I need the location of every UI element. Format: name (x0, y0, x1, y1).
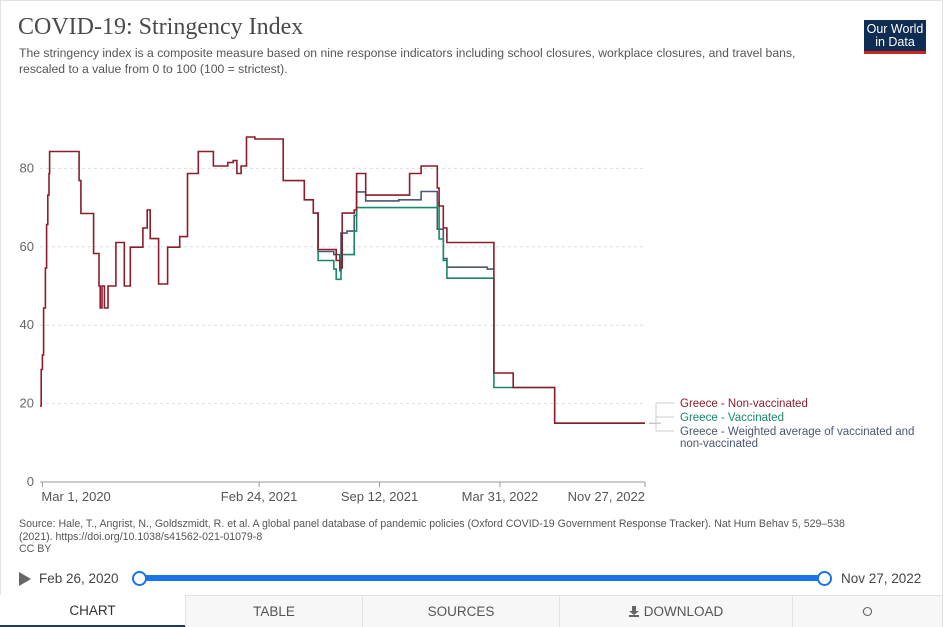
x-tick-label: Mar 1, 2020 (41, 489, 110, 504)
tab-download[interactable]: DOWNLOAD (559, 595, 792, 627)
tab-share[interactable]: ⭘ (792, 595, 943, 627)
y-tick-label: 80 (20, 160, 34, 175)
timeline-track[interactable] (139, 575, 825, 581)
y-tick-label: 60 (20, 239, 34, 254)
tab-download-label: DOWNLOAD (643, 604, 724, 619)
logo-line-1: Our World (866, 22, 924, 36)
tab-table-label: TABLE (253, 604, 295, 619)
chart-title: COVID-19: Stringency Index (18, 14, 304, 40)
timeline-start-handle[interactable] (132, 571, 147, 586)
series-line-0 (317, 190, 494, 272)
owid-logo[interactable]: Our World in Data (864, 20, 926, 54)
source-note: Source: Hale, T., Angrist, N., Goldszmid… (19, 518, 899, 556)
download-icon (628, 606, 639, 617)
y-tick-label: 40 (20, 317, 34, 332)
tab-table[interactable]: TABLE (185, 595, 362, 627)
x-tick-label: Nov 27, 2022 (568, 489, 645, 504)
logo-line-2: in Data (875, 34, 915, 49)
legend-label: Greece - Weighted average of vaccinated … (680, 426, 914, 450)
legend-bracket (655, 402, 674, 432)
source-license: CC BY (19, 543, 52, 555)
source-line-1: Source: Hale, T., Angrist, N., Goldszmid… (19, 518, 845, 530)
timeline-end-handle[interactable] (817, 571, 832, 586)
legend-label: Greece - Vaccinated (680, 412, 784, 424)
legend-label: Greece - Non-vaccinated (680, 398, 808, 410)
tab-chart[interactable]: CHART (0, 595, 185, 627)
x-tick-label: Sep 12, 2021 (341, 489, 418, 504)
line-chart: 0 20 40 60 80 Mar 1, 2020 Feb 24, 2021 Sep 12, … (20, 136, 914, 504)
tab-sources[interactable]: SOURCES (362, 595, 559, 627)
source-line-2[interactable]: (2021). https://doi.org/10.1038/s41562-0… (19, 530, 263, 543)
share-icon: ⭘ (862, 603, 873, 619)
chart-subtitle: The stringency index is a composite meas… (19, 46, 796, 76)
play-icon[interactable] (19, 572, 31, 586)
tab-bar: CHART TABLE SOURCES DOWNLOAD ⭘ (0, 595, 943, 627)
y-tick-label: 0 (27, 474, 34, 489)
timeline-start-label: Feb 26, 2020 (39, 571, 119, 586)
tab-chart-label: CHART (69, 603, 116, 618)
y-tick-label: 20 (20, 396, 34, 411)
timeline-end-label: Nov 27, 2022 (841, 571, 922, 586)
x-tick-label: Feb 24, 2021 (221, 489, 298, 504)
series-line-1 (317, 201, 645, 424)
series-line-2 (40, 136, 645, 424)
timeline: Feb 26, 2020 Nov 27, 2022 (0, 566, 943, 592)
tab-sources-label: SOURCES (427, 604, 495, 619)
x-tick-label: Mar 31, 2022 (462, 489, 539, 504)
